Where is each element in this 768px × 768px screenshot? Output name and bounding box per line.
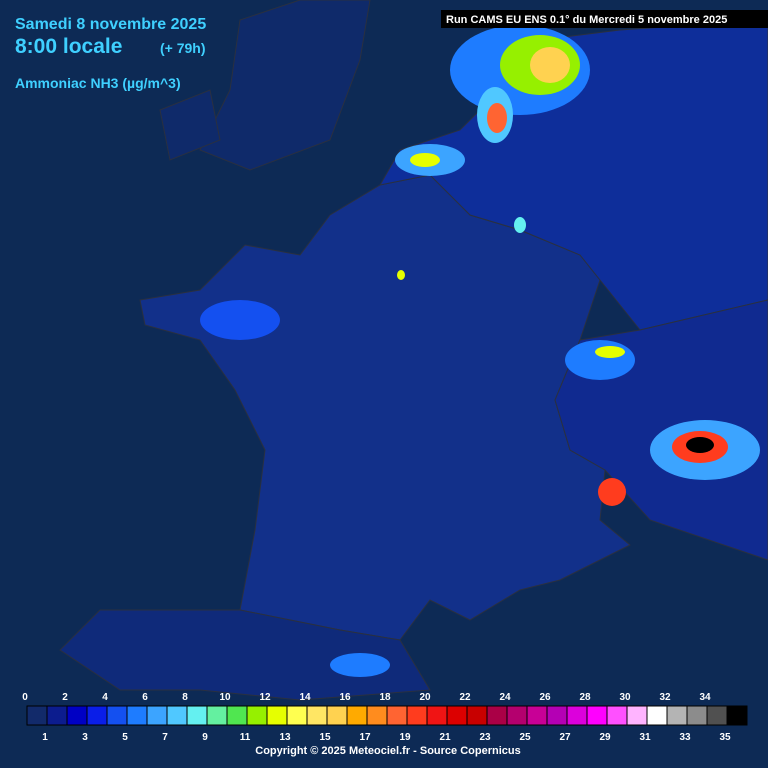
legend-swatch bbox=[406, 705, 428, 726]
legend-label: 0 bbox=[22, 692, 28, 703]
legend-swatch bbox=[246, 705, 268, 726]
legend-label: 12 bbox=[259, 692, 271, 703]
legend-swatch bbox=[506, 705, 528, 726]
legend-swatch bbox=[206, 705, 228, 726]
legend-swatch bbox=[586, 705, 608, 726]
legend-label: 11 bbox=[240, 732, 251, 743]
legend-swatch bbox=[146, 705, 168, 726]
legend-label: 28 bbox=[579, 692, 591, 703]
legend-label: 31 bbox=[639, 732, 651, 743]
legend-swatch bbox=[686, 705, 708, 726]
legend-swatch bbox=[366, 705, 388, 726]
legend-swatch bbox=[486, 705, 508, 726]
legend-label: 24 bbox=[499, 692, 511, 703]
legend-label: 8 bbox=[182, 692, 188, 703]
legend-swatch bbox=[266, 705, 288, 726]
legend-label: 4 bbox=[102, 692, 108, 703]
legend-label: 16 bbox=[339, 692, 351, 703]
legend-label: 13 bbox=[279, 732, 291, 743]
lead-time: (+ 79h) bbox=[160, 40, 206, 56]
legend-swatch bbox=[106, 705, 128, 726]
legend-label: 26 bbox=[539, 692, 551, 703]
legend-label: 5 bbox=[122, 732, 128, 743]
legend-label: 6 bbox=[142, 692, 148, 703]
legend-label: 18 bbox=[379, 692, 391, 703]
legend-label: 34 bbox=[699, 692, 711, 703]
legend-swatch bbox=[666, 705, 688, 726]
run-banner bbox=[441, 10, 768, 28]
time: 8:00 locale bbox=[15, 35, 122, 58]
legend-label: 20 bbox=[419, 692, 431, 703]
legend-swatch bbox=[646, 705, 668, 726]
legend-swatch bbox=[446, 705, 468, 726]
legend: 0123456789101112131415161718192021222324… bbox=[22, 692, 748, 743]
legend-label: 32 bbox=[659, 692, 671, 703]
legend-label: 29 bbox=[599, 732, 611, 743]
legend-swatch bbox=[346, 705, 368, 726]
legend-swatch bbox=[126, 705, 148, 726]
legend-swatch bbox=[46, 705, 68, 726]
legend-swatch bbox=[86, 705, 108, 726]
legend-swatch bbox=[186, 705, 208, 726]
legend-swatch bbox=[286, 705, 308, 726]
legend-label: 10 bbox=[219, 692, 231, 703]
legend-swatch bbox=[466, 705, 488, 726]
legend-label: 25 bbox=[519, 732, 531, 743]
concentration-blobs bbox=[200, 25, 760, 677]
legend-swatch bbox=[526, 705, 548, 726]
legend-swatch bbox=[226, 705, 248, 726]
legend-label: 1 bbox=[42, 732, 48, 743]
legend-label: 33 bbox=[679, 732, 691, 743]
legend-swatch bbox=[726, 705, 748, 726]
legend-swatch bbox=[26, 705, 48, 726]
legend-label: 27 bbox=[559, 732, 571, 743]
legend-label: 7 bbox=[162, 732, 168, 743]
legend-swatch bbox=[426, 705, 448, 726]
legend-label: 9 bbox=[202, 732, 208, 743]
legend-label: 2 bbox=[62, 692, 68, 703]
legend-swatch bbox=[566, 705, 588, 726]
land bbox=[59, 0, 768, 701]
legend-label: 19 bbox=[399, 732, 411, 743]
legend-label: 15 bbox=[319, 732, 331, 743]
legend-swatch bbox=[386, 705, 408, 726]
legend-label: 30 bbox=[619, 692, 631, 703]
variable: Ammoniac NH3 (µg/m^3) bbox=[15, 75, 181, 91]
copyright: Copyright © 2025 Meteociel.fr - Source C… bbox=[255, 745, 520, 757]
legend-swatch bbox=[606, 705, 628, 726]
legend-swatch bbox=[166, 705, 188, 726]
legend-swatch bbox=[706, 705, 728, 726]
legend-label: 3 bbox=[82, 732, 88, 743]
legend-label: 14 bbox=[299, 692, 311, 703]
legend-label: 35 bbox=[719, 732, 731, 743]
date: Samedi 8 novembre 2025 bbox=[15, 16, 206, 33]
legend-label: 21 bbox=[439, 732, 451, 743]
legend-label: 22 bbox=[459, 692, 471, 703]
legend-swatch bbox=[306, 705, 328, 726]
legend-label: 17 bbox=[359, 732, 371, 743]
legend-label: 23 bbox=[479, 732, 491, 743]
legend-swatch bbox=[546, 705, 568, 726]
run-info: Run CAMS EU ENS 0.1° du Mercredi 5 novem… bbox=[446, 14, 727, 26]
legend-swatch bbox=[326, 705, 348, 726]
legend-swatch bbox=[66, 705, 88, 726]
legend-swatch bbox=[626, 705, 648, 726]
